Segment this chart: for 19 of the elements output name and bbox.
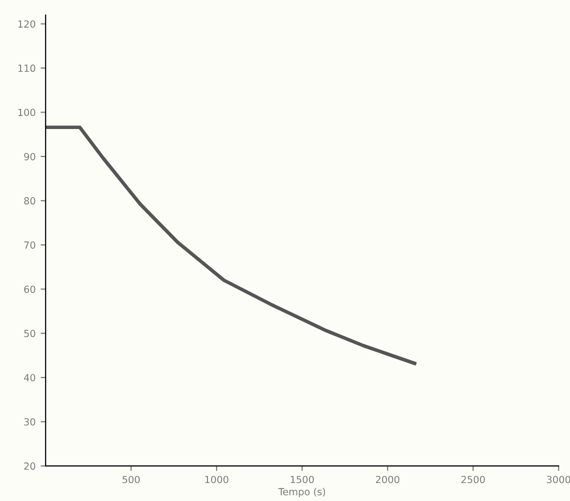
x-tick-label: 2500 <box>461 476 485 484</box>
x-tick-label: 2000 <box>376 476 400 484</box>
x-tick-label: 500 <box>122 476 140 484</box>
y-tick-label: 90 <box>24 152 36 160</box>
y-tick-label: 40 <box>24 374 36 382</box>
y-tick-label: 30 <box>24 418 36 426</box>
x-tick-label: 1500 <box>290 476 314 484</box>
y-tick-label: 80 <box>24 197 36 205</box>
y-tick-label: 70 <box>24 241 36 249</box>
y-tick-label: 50 <box>24 330 36 338</box>
y-tick-label: 20 <box>24 462 36 470</box>
line-series <box>46 126 416 366</box>
x-tick-label: 1000 <box>205 476 228 484</box>
y-tick-label: 120 <box>18 20 36 28</box>
y-tick-label: 100 <box>18 108 36 116</box>
x-tick-label: 3000 <box>546 476 570 484</box>
x-axis-title: Tempo (s) <box>278 488 326 498</box>
y-tick-label: 60 <box>24 286 36 293</box>
y-tick-label: 110 <box>18 64 36 72</box>
